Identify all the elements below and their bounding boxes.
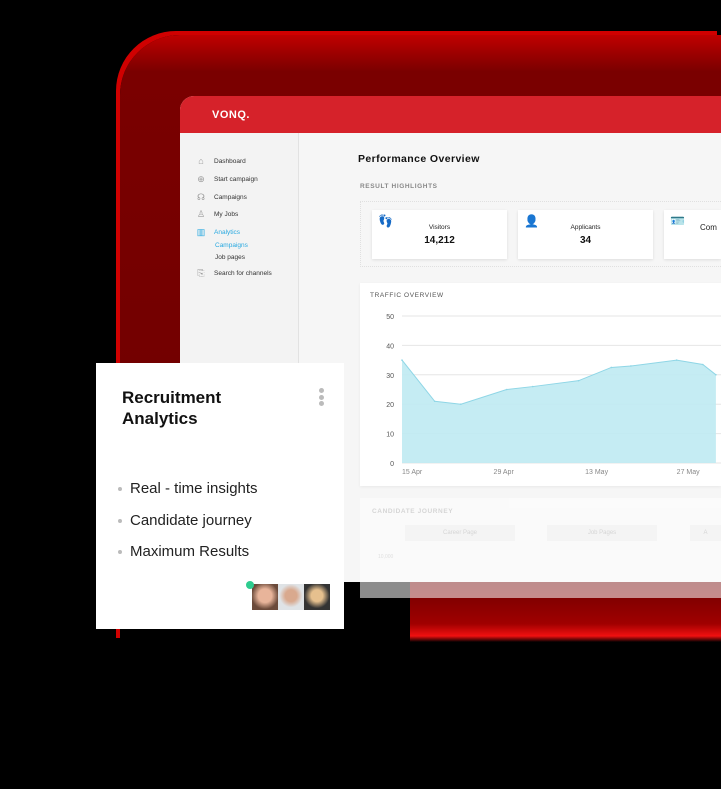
data-point <box>702 363 704 366</box>
header: VONQ. <box>180 96 721 133</box>
highlights-area <box>360 201 721 267</box>
sidebar-item-campaigns[interactable]: ☊ Campaigns <box>197 192 247 202</box>
avatar <box>278 584 304 610</box>
data-point <box>610 366 613 369</box>
sidebar-subitem-job-pages[interactable]: Job pages <box>215 254 245 261</box>
third-card: 🪪 Com <box>664 210 721 259</box>
sidebar-item-search-channels[interactable]: ⎘ Search for channels <box>197 268 272 278</box>
area-series <box>402 360 716 463</box>
avatar <box>252 584 278 610</box>
page-title: Performance Overview <box>358 153 480 165</box>
sidebar-item-analytics[interactable]: ▥ Analytics <box>196 227 241 237</box>
result-highlights-label: RESULT HIGHLIGHTS <box>360 183 438 190</box>
search-channel-icon: ⎘ <box>197 268 205 278</box>
y-tick-label: 30 <box>386 373 394 380</box>
dashboard-window: VONQ. ⌂ Dashboard ⊕ Start campaign ☊ Campai… <box>180 96 721 598</box>
y-tick-label: 20 <box>386 402 394 409</box>
applicant-icon: 👤 <box>524 214 539 228</box>
journey-col: Career Page <box>405 525 515 541</box>
x-tick-label: 13 May <box>585 469 608 476</box>
applicants-card: 👤 Applicants 34 <box>518 210 653 259</box>
vonq-logo[interactable]: VONQ. <box>212 109 250 121</box>
home-icon: ⌂ <box>198 156 204 166</box>
x-tick-label: 15 Apr <box>402 469 423 476</box>
more-options-icon[interactable] <box>319 388 325 408</box>
data-point <box>675 359 678 361</box>
bullet-item: Candidate journey <box>118 512 252 529</box>
y-tick-label: 50 <box>386 314 394 321</box>
y-tick-label: 40 <box>386 343 394 350</box>
online-status-dot <box>246 581 254 589</box>
data-point <box>630 365 632 367</box>
traffic-title: TRAFFIC OVERVIEW <box>370 292 444 299</box>
journey-col: A <box>690 525 721 541</box>
visitors-card: 👣 Visitors 14,212 <box>372 210 507 259</box>
data-point <box>460 403 462 405</box>
traffic-overview-panel: TRAFFIC OVERVIEW 0 10 20 30 40 50 15 Apr 29 Apr… <box>360 283 721 486</box>
sidebar-item-my-jobs[interactable]: ♙ My Jobs <box>196 209 239 219</box>
candidate-journey-panel: CANDIDATE JOURNEY Career Page Job Pages … <box>360 498 721 598</box>
bullet-item: Real - time insights <box>118 480 258 497</box>
journey-title: CANDIDATE JOURNEY <box>372 508 454 515</box>
footsteps-icon: 👣 <box>378 214 393 228</box>
main-content: Performance Overview RESULT HIGHLIGHTS 👣… <box>300 133 721 598</box>
data-point <box>505 388 508 391</box>
traffic-chart: 0 10 20 30 40 50 15 Apr 29 Apr 13 May 27 May <box>386 314 721 476</box>
sidebar-item-start-campaign[interactable]: ⊕ Start campaign <box>197 174 258 184</box>
promo-title: Recruitment Analytics <box>122 388 222 428</box>
avatar <box>304 584 330 610</box>
chart-icon: ▥ <box>196 227 206 237</box>
data-point <box>715 374 717 376</box>
data-point <box>577 379 580 382</box>
bullet-item: Maximum Results <box>118 543 249 560</box>
id-card-icon: 🪪 <box>670 214 685 228</box>
sidebar-subitem-campaigns[interactable]: Campaigns <box>215 242 248 249</box>
data-point <box>401 359 403 361</box>
person-icon: ♙ <box>196 209 206 219</box>
y-tick-label: 0 <box>390 461 394 468</box>
journey-y-tick: 10,000 <box>378 554 394 560</box>
data-point <box>532 385 534 388</box>
journey-col: Job Pages <box>547 525 657 541</box>
data-point <box>433 400 436 403</box>
x-tick-label: 27 May <box>677 469 700 476</box>
megaphone-icon: ☊ <box>197 192 205 202</box>
x-tick-label: 29 Apr <box>494 469 515 476</box>
recruitment-analytics-card: Recruitment Analytics Real - time insigh… <box>96 363 344 629</box>
plus-circle-icon: ⊕ <box>197 174 205 184</box>
sidebar-item-dashboard[interactable]: ⌂ Dashboard <box>196 156 246 166</box>
y-tick-label: 10 <box>386 432 394 439</box>
